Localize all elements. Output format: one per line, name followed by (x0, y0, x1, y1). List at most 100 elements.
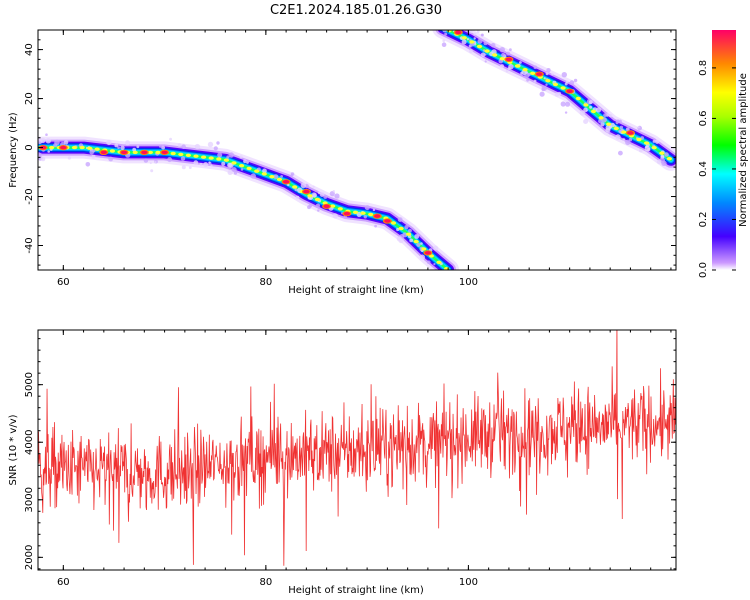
ridge-a-speckle (240, 168, 244, 171)
ridge-a-speckle (194, 143, 201, 150)
snr-x-tick-label: 60 (57, 577, 70, 588)
ridge-b-speckle (473, 37, 476, 40)
ridge-a-speckle (433, 263, 436, 266)
peak-point (141, 150, 148, 155)
ridge-a-speckle (117, 146, 120, 150)
ridge-a-speckle (300, 182, 307, 189)
ridge-b-speckle (626, 127, 629, 131)
ridge-b-core-dot (590, 109, 597, 114)
ridge-b-speckle (664, 152, 669, 157)
ridge-b-speckle (551, 72, 554, 76)
ridge-b-speckle (656, 159, 662, 164)
ridge-b-core-dot (492, 53, 498, 57)
ridge-b-speckle (614, 125, 617, 128)
ridge-b-speckle (519, 61, 522, 64)
ridge-b-speckle (617, 119, 619, 122)
ridge-b-speckle (510, 64, 514, 69)
ridge-b-speckle (615, 134, 621, 140)
ridge-a-speckle (364, 205, 370, 211)
ridge-a-speckle (38, 152, 41, 155)
ridge-a-core-dot (170, 151, 176, 156)
ridge-b-speckle (566, 80, 569, 84)
ridge-a-speckle (273, 174, 279, 180)
ridge-a-core-dot (413, 239, 419, 244)
ridge-a-speckle (334, 193, 340, 199)
ridge-a-speckle (312, 185, 315, 188)
ridge-b-speckle (655, 139, 660, 144)
snr-frame (37, 329, 677, 571)
ridge-b-core-dot (552, 82, 559, 87)
ridge-b-core-dot (598, 116, 604, 120)
ridge-a-core-dot (261, 172, 267, 176)
ridge-a-speckle (149, 162, 152, 165)
spectrogram-panel: 60 80 100 40 20 0 -20 -40 Height of straight li… (8, 29, 677, 296)
ridge-b-speckle (583, 119, 589, 124)
ridge-a-speckle (188, 166, 192, 170)
snr-x-tick-label: 80 (259, 577, 272, 588)
ridge-b-speckle (480, 33, 484, 37)
ridge-a-speckle (89, 149, 94, 155)
ridge-a-speckle (150, 169, 154, 173)
ridge-b-speckle (618, 150, 623, 156)
ridge-a-speckle (221, 161, 226, 166)
ridge-a-speckle (203, 162, 209, 168)
snr-x-tick-label: 100 (459, 577, 478, 588)
spectrogram-y-tick-label: -20 (24, 188, 35, 204)
ridge-a-speckle (47, 150, 50, 153)
peak-point (374, 214, 381, 218)
ridge-b-speckle (490, 43, 496, 48)
ridge-b-speckle (619, 125, 624, 130)
figure-title: C2E1.2024.185.01.26.G30 (270, 3, 442, 18)
snr-x-axis-label: Height of straight line (km) (288, 585, 424, 596)
ridge-a-speckle (227, 169, 233, 175)
ridge-b-speckle (461, 39, 467, 45)
ridge-b-speckle (608, 132, 612, 135)
ridge-a-speckle (177, 143, 182, 147)
ridge-b-core-dot (499, 57, 505, 61)
colorbar-label: Normalized spectral amplitude (738, 73, 749, 227)
ridge-b-speckle (469, 49, 473, 54)
ridge-b-speckle (545, 72, 549, 76)
spectrogram-y-tick-label: -40 (24, 237, 35, 253)
ridge-b-core-dot (484, 49, 490, 53)
ridge-a-speckle (199, 162, 203, 166)
ridge-b-core-dot (659, 151, 665, 155)
ridge-b-core-dot (575, 96, 581, 101)
ridge-a-speckle (397, 217, 403, 223)
ridge-a-core-dot (398, 226, 404, 231)
ridge-a-speckle (213, 146, 218, 151)
ridge-a-speckle (67, 156, 71, 160)
ridge-b-speckle (442, 30, 447, 33)
ridge-a-core-dot (421, 247, 427, 251)
ridge-b-speckle (618, 119, 622, 124)
ridge-b-speckle (560, 101, 566, 107)
spectrogram-y-tick-label: 40 (24, 43, 35, 56)
ridge-a-core-dot (246, 166, 252, 171)
ridge-b-core-dot (545, 79, 551, 83)
ridge-a-core-dot (269, 175, 275, 179)
ridge-a-speckle (132, 147, 137, 152)
ridge-a-speckle (363, 215, 367, 219)
ridge-b-speckle (639, 148, 643, 153)
ridge-a-speckle (414, 234, 420, 239)
ridge-a-speckle (63, 140, 69, 145)
ridge-b-speckle (600, 122, 605, 127)
ridge-a-speckle (408, 228, 412, 233)
ridge-a-speckle (154, 161, 157, 164)
ridge-b-speckle (565, 101, 571, 107)
ridge-a-speckle (40, 156, 46, 162)
spectrogram-axes: 60 80 100 40 20 0 -20 -40 (24, 29, 676, 288)
ridge-b-core-dot (530, 71, 536, 76)
ridge-a-speckle (294, 188, 298, 192)
ridge-a-speckle (161, 145, 166, 150)
ridge-a-speckle (45, 133, 48, 136)
ridge-b-core-dot (651, 146, 657, 150)
ridge-b-speckle (652, 139, 656, 143)
peak-point (161, 150, 168, 155)
ridge-b-speckle (484, 60, 487, 63)
peak-point (505, 57, 513, 62)
ridge-b-speckle (442, 39, 446, 43)
peak-point (566, 89, 573, 93)
peak-point (343, 211, 351, 216)
peak-point (60, 145, 67, 150)
